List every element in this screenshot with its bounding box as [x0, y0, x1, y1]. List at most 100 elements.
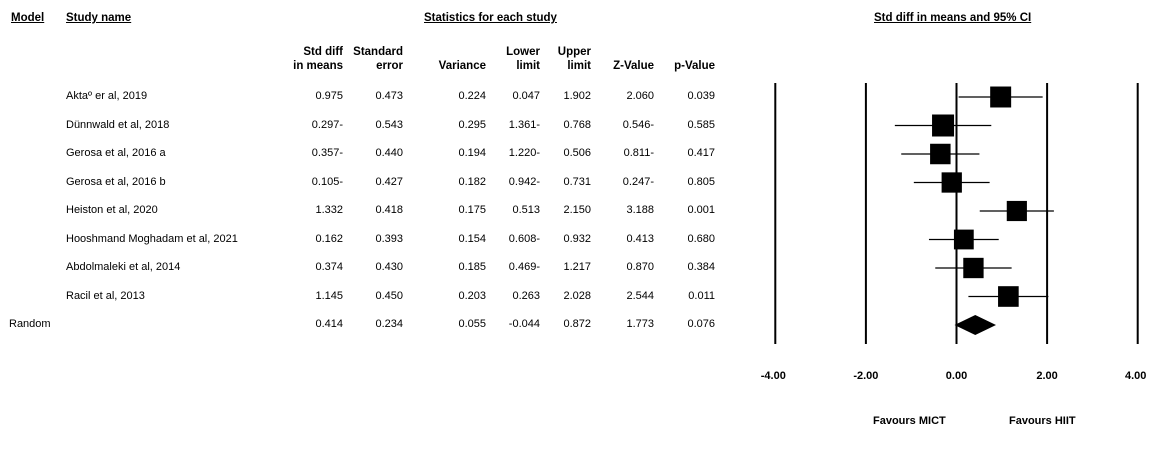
row-study-name: Racil et al, 2013: [66, 289, 145, 302]
row-value: 2.060: [626, 90, 654, 102]
row-value: 0.393: [375, 232, 403, 245]
row-value: 0.194: [458, 147, 486, 159]
row-value: 0.105-: [311, 175, 343, 188]
row-value: 0.731: [563, 175, 591, 188]
row-study-name: Abdolmaleki et al, 2014: [66, 261, 181, 273]
axis-tick-label: 2.00: [1036, 370, 1058, 382]
axis-tick-label: -4.00: [760, 370, 786, 382]
column-header-line2: limit: [567, 60, 591, 72]
row-value: 0.203: [458, 289, 486, 302]
statistics-header: Statistics for each study: [424, 12, 557, 24]
row-value: 0.182: [458, 175, 486, 188]
study-point: [1006, 200, 1027, 222]
favours-right-label: Favours HIIT: [1009, 415, 1076, 427]
row-value: 0.608-: [508, 232, 540, 245]
column-header-line2: p-Value: [674, 60, 715, 72]
study-point: [990, 86, 1012, 108]
row-value: 0.870: [626, 261, 654, 273]
row-value: 1.773: [626, 318, 654, 330]
study-point: [930, 143, 951, 165]
row-value: 0.414: [315, 318, 343, 330]
row-value: 0.418: [375, 204, 403, 216]
row-value: 0.680: [687, 232, 715, 245]
row-value: 0.805: [687, 175, 715, 188]
study-point: [941, 172, 962, 193]
row-study-name: Dünnwald et al, 2018: [66, 118, 170, 131]
row-value: 0.185: [458, 261, 486, 273]
row-value: 0.450: [375, 289, 403, 302]
favours-left-label: Favours MICT: [873, 415, 946, 427]
row-value: 1.145: [315, 289, 343, 302]
study-point: [963, 257, 984, 279]
column-header: Variance: [416, 45, 486, 73]
row-study-name: Aktaº er al, 2019: [66, 90, 148, 102]
row-value: 1.902: [563, 90, 591, 102]
row-model: Random: [9, 318, 51, 330]
column-header-line1: Upper: [557, 46, 591, 58]
row-value: 0.506: [563, 147, 591, 159]
row-value: 0.811-: [623, 147, 654, 159]
row-value: 1.220-: [508, 147, 540, 159]
column-header: Lower limit: [470, 45, 540, 73]
row-value: 3.188: [626, 204, 654, 216]
summary-diamond: [954, 315, 997, 335]
row-value: 0.162: [315, 232, 343, 245]
row-value: 0.413: [626, 232, 654, 245]
study-name-header: Study name: [66, 12, 132, 24]
row-value: 0.932: [563, 232, 591, 245]
column-header-line2: in means: [293, 60, 343, 72]
study-point: [932, 114, 955, 137]
row-value: 0.942-: [508, 175, 540, 188]
column-header-line1: Standard: [353, 46, 403, 58]
plot-header: Std diff in means and 95% CI: [874, 12, 1032, 24]
row-value: 0.055: [458, 318, 486, 330]
row-value: 2.544: [626, 289, 654, 302]
row-value: 0.011: [688, 289, 715, 302]
row-study-name: Gerosa et al, 2016 a: [66, 147, 166, 159]
column-header-line2: Variance: [438, 60, 486, 72]
row-value: 0.224: [458, 90, 486, 102]
row-value: 0.384: [687, 261, 715, 273]
row-value: 0.297-: [311, 118, 343, 131]
row-value: 0.546-: [622, 118, 654, 131]
column-header-line2: Z-Value: [613, 60, 654, 72]
row-value: 0.175: [458, 204, 486, 216]
row-value: 0.357-: [311, 147, 343, 159]
row-value: 0.543: [375, 118, 403, 131]
column-header-line1: Lower: [506, 46, 540, 58]
column-header: Std diff in means: [273, 45, 343, 73]
row-value: 1.332: [315, 204, 343, 216]
row-value: 0.039: [687, 90, 715, 102]
column-header-line2: error: [376, 60, 403, 72]
row-value: 0.430: [375, 261, 403, 273]
row-value: 0.513: [512, 204, 540, 216]
column-header: Standard error: [333, 45, 403, 73]
column-header: Upper limit: [521, 45, 591, 73]
row-value: 0.585: [687, 118, 715, 131]
row-study-name: Hooshmand Moghadam et al, 2021: [66, 232, 238, 245]
row-value: 0.872: [563, 318, 591, 330]
row-value: 2.028: [563, 289, 591, 302]
row-value: 0.295: [458, 118, 486, 131]
row-value: 0.001: [687, 204, 715, 216]
row-value: 0.440: [375, 147, 403, 159]
row-value: 0.047: [512, 90, 540, 102]
row-value: 0.975: [315, 90, 343, 102]
row-value: 1.217: [563, 261, 591, 273]
column-header: Z-Value: [584, 45, 654, 73]
row-value: 0.154: [458, 232, 486, 245]
row-value: -0.044: [508, 318, 540, 330]
row-value: 0.263: [512, 289, 540, 302]
axis-tick-label: -2.00: [853, 370, 879, 382]
row-value: 1.361-: [508, 118, 540, 131]
column-header-line1: Std diff: [303, 46, 343, 58]
row-value: 0.427: [375, 175, 403, 188]
row-value: 0.234: [375, 318, 403, 330]
row-value: 0.469-: [508, 261, 540, 273]
column-header-line2: limit: [516, 60, 540, 72]
model-header: Model: [11, 12, 45, 24]
row-value: 0.374: [315, 261, 343, 273]
row-study-name: Heiston et al, 2020: [66, 204, 158, 216]
column-header: p-Value: [645, 45, 715, 73]
